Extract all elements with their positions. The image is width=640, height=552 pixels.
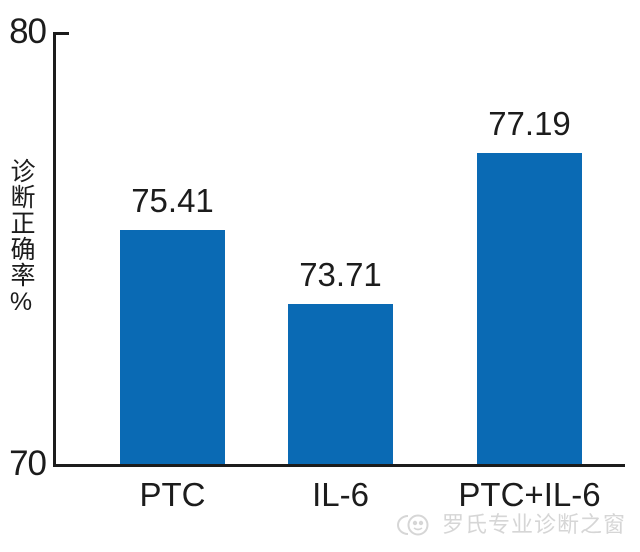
bar-rect-il6 — [288, 304, 393, 464]
y-axis-tick-label-80: 80 — [9, 12, 47, 51]
wechat-account-logo-icon — [394, 511, 436, 539]
bar-value-label: 75.41 — [131, 182, 214, 220]
x-axis-line — [53, 464, 625, 467]
bar-value-label: 73.71 — [299, 256, 382, 294]
bar-value-label: 77.19 — [488, 105, 571, 143]
bar-rect-ptc — [120, 230, 225, 464]
watermark-label: 罗氏专业诊断之窗 — [441, 511, 626, 537]
x-axis-label-il6: IL-6 — [312, 476, 369, 513]
bar-group: 77.19 PTC+IL-6 — [458, 0, 600, 552]
y-axis-line — [53, 32, 56, 467]
x-axis-label-ptc: PTC — [139, 476, 206, 513]
bar-group: 75.41 PTC — [120, 0, 225, 552]
y-axis-tick-mark-80 — [56, 32, 69, 35]
watermark: 罗氏专业诊断之窗 — [394, 511, 626, 539]
bar-rect-ptc-il6 — [477, 153, 582, 464]
x-axis-label-ptc-il6: PTC+IL-6 — [458, 476, 601, 513]
bar-group: 73.71 IL-6 — [288, 0, 393, 552]
y-axis-title: 诊断正确率% — [7, 158, 35, 317]
y-axis-tick-label-70: 70 — [9, 444, 47, 483]
